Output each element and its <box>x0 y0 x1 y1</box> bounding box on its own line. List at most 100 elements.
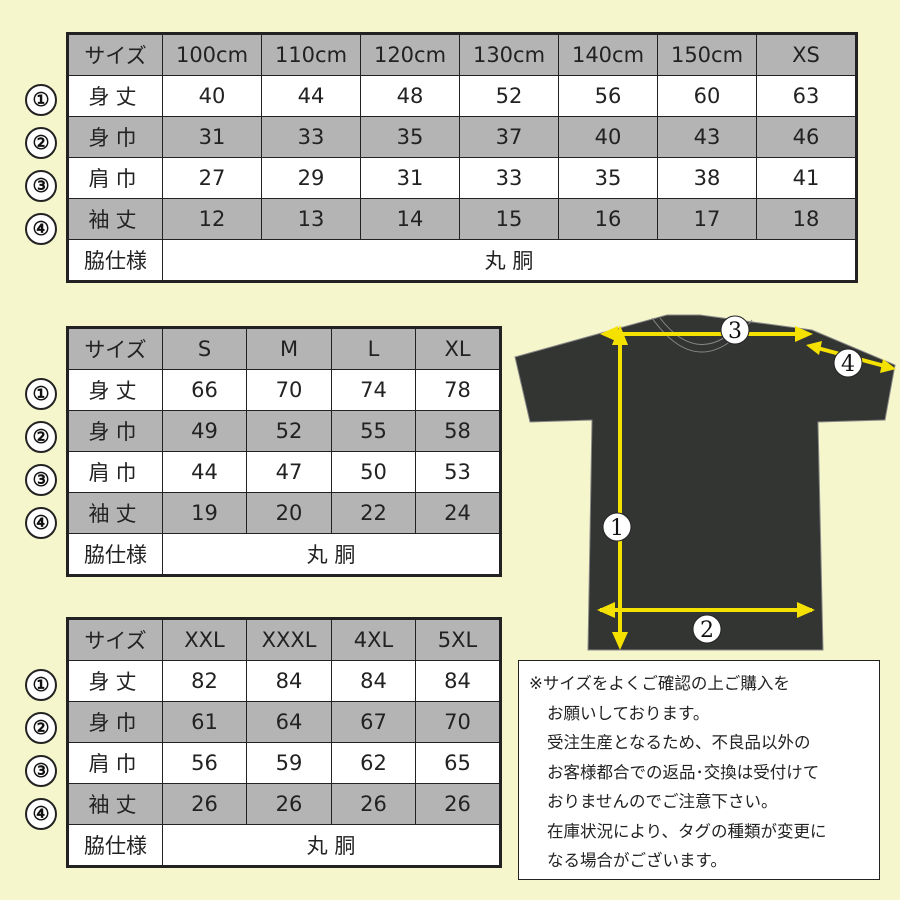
table-cell: 82 <box>162 660 247 702</box>
table-cell: 26 <box>415 783 501 825</box>
table-row: 身巾 61 64 67 70 <box>67 701 501 743</box>
table-cell: 33 <box>459 157 559 199</box>
table-cell: 70 <box>246 369 332 411</box>
row-label: 脇仕様 <box>67 239 163 282</box>
size-table: サイズ XXL XXXL 4XL 5XL 身丈 82 84 84 84 身巾 61 64 67 70 肩巾 56… <box>66 617 502 868</box>
table-row: 身巾 49 52 55 58 <box>67 410 501 452</box>
column-header: M <box>246 327 332 370</box>
table-cell: 16 <box>558 198 658 240</box>
table-row: サイズ S M L XL <box>67 327 501 370</box>
table-row: 袖丈 26 26 26 26 <box>67 783 501 825</box>
table-cell: 31 <box>360 157 460 199</box>
table-row: 脇仕様丸 胴 <box>67 824 501 867</box>
side-spec-value: 丸 胴 <box>162 824 501 867</box>
table-cell: 27 <box>162 157 262 199</box>
table-cell: 26 <box>246 783 332 825</box>
marker-circle <box>720 315 750 345</box>
table-cell: 13 <box>261 198 361 240</box>
table-cell: 55 <box>331 410 416 452</box>
measure-number-badge: ④ <box>25 507 57 539</box>
marker-circle <box>602 512 632 542</box>
marker-label: 2 <box>700 618 714 643</box>
tshirt-icon <box>514 314 896 651</box>
table-row: 肩巾 44 47 50 53 <box>67 451 501 493</box>
row-header: サイズ <box>67 618 163 661</box>
size-table: サイズ S M L XL 身丈 66 70 74 78 身巾 49 52 55 58 肩巾 44 47 50 53 袖丈… <box>66 326 502 577</box>
table-cell: 65 <box>415 742 501 784</box>
measure-number-badge: ④ <box>25 798 57 830</box>
measure-number-badge: ② <box>25 127 57 159</box>
row-label: 身丈 <box>67 369 163 411</box>
column-header: 5XL <box>415 618 501 661</box>
notice-line: お願いしております。 <box>547 703 710 723</box>
marker-label: 4 <box>841 352 855 377</box>
marker-circle <box>833 348 863 378</box>
marker-label: 1 <box>610 516 624 541</box>
column-header: S <box>162 327 247 370</box>
table-cell: 19 <box>162 492 247 534</box>
table-cell: 31 <box>162 116 262 158</box>
table-cell: 17 <box>657 198 757 240</box>
measure-number-badge: ③ <box>25 755 57 787</box>
table-cell: 48 <box>360 75 460 117</box>
table-row: 脇仕様丸 胴 <box>67 533 501 576</box>
notice-line: ※サイズをよくご確認の上ご購入を <box>529 674 790 693</box>
table-row: 袖丈 19 20 22 24 <box>67 492 501 534</box>
row-label: 身巾 <box>67 410 163 452</box>
table-cell: 70 <box>415 701 501 743</box>
table-cell: 24 <box>415 492 501 534</box>
table-cell: 78 <box>415 369 501 411</box>
table-cell: 44 <box>162 451 247 493</box>
measurement-markers: 1 2 3 4 <box>602 315 863 644</box>
table-cell: 56 <box>162 742 247 784</box>
table-cell: 66 <box>162 369 247 411</box>
table-cell: 61 <box>162 701 247 743</box>
column-header: 120cm <box>360 33 460 76</box>
table-cell: 40 <box>162 75 262 117</box>
column-header: 140cm <box>558 33 658 76</box>
notice-line: 受注生産となるため、不良品以外の <box>547 733 811 752</box>
row-header: サイズ <box>67 327 163 370</box>
notice-line: おりませんのでご注意下さい。 <box>547 792 778 811</box>
table-cell: 47 <box>246 451 332 493</box>
table-cell: 62 <box>331 742 416 784</box>
row-label: 身丈 <box>67 660 163 702</box>
table-cell: 46 <box>756 116 857 158</box>
row-label: 脇仕様 <box>67 533 163 576</box>
table-cell: 56 <box>558 75 658 117</box>
table-cell: 22 <box>331 492 416 534</box>
measure-number-badge: ③ <box>25 464 57 496</box>
table-row: 袖丈 12 13 14 15 16 17 18 <box>67 198 857 240</box>
row-label: 身巾 <box>67 701 163 743</box>
table-row: 身丈 66 70 74 78 <box>67 369 501 411</box>
measure-number-badge: ① <box>25 84 57 116</box>
marker-label: 3 <box>728 319 742 344</box>
row-label: 袖丈 <box>67 492 163 534</box>
table-cell: 74 <box>331 369 416 411</box>
table-row: 肩巾 56 59 62 65 <box>67 742 501 784</box>
column-header: XS <box>756 33 857 76</box>
measure-number-badge: ③ <box>25 170 57 202</box>
table-cell: 53 <box>415 451 501 493</box>
row-label: 袖丈 <box>67 783 163 825</box>
marker-circle <box>692 614 722 644</box>
table-cell: 40 <box>558 116 658 158</box>
table-cell: 29 <box>261 157 361 199</box>
table-cell: 33 <box>261 116 361 158</box>
row-label: 肩巾 <box>67 451 163 493</box>
column-header: 130cm <box>459 33 559 76</box>
table-cell: 37 <box>459 116 559 158</box>
side-spec-value: 丸 胴 <box>162 533 501 576</box>
measure-number-badge: ① <box>25 669 57 701</box>
column-header: XXXL <box>246 618 332 661</box>
table-cell: 18 <box>756 198 857 240</box>
table-row: サイズ 100cm 110cm 120cm 130cm 140cm 150cm XS <box>67 33 857 76</box>
notice-line: なる場合がございます。 <box>547 851 727 870</box>
column-header: L <box>331 327 416 370</box>
table-cell: 64 <box>246 701 332 743</box>
table-cell: 20 <box>246 492 332 534</box>
table-cell: 52 <box>246 410 332 452</box>
table-row: 脇仕様丸 胴 <box>67 239 857 282</box>
table-row: 身丈 82 84 84 84 <box>67 660 501 702</box>
